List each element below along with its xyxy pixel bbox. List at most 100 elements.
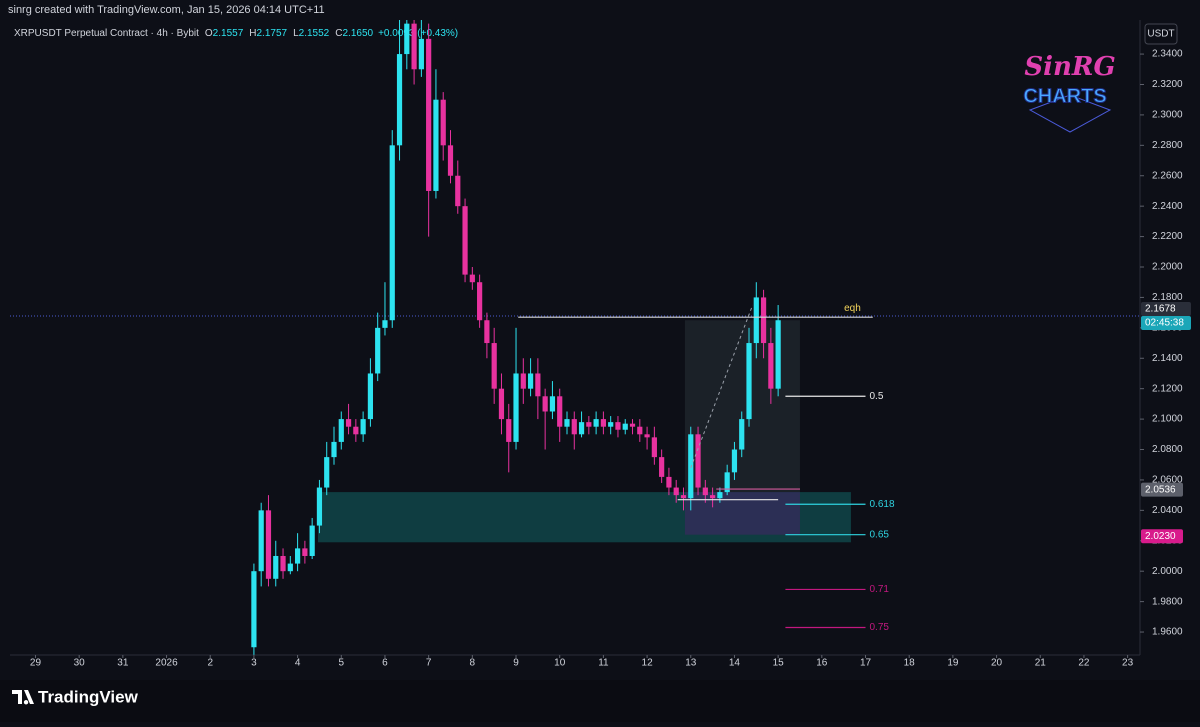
candle-body (739, 419, 745, 450)
x-tick-label: 13 (685, 658, 697, 669)
x-tick-label: 30 (74, 658, 86, 669)
candle-body (302, 548, 308, 556)
candle-body (644, 434, 650, 438)
x-tick-label: 15 (773, 658, 785, 669)
footer-logo: TradingView (12, 687, 139, 706)
logo-icon (12, 690, 34, 705)
candle-body (345, 419, 352, 427)
candle-body (469, 274, 475, 283)
level-label: 0.65 (870, 529, 890, 540)
candle-body (695, 434, 701, 488)
credit: sinrg created with TradingView.com, Jan … (8, 4, 325, 16)
x-tick-label: 9 (513, 658, 519, 669)
x-tick-label: 21 (1035, 658, 1047, 669)
candle-body (710, 495, 716, 499)
candle-body (498, 388, 505, 420)
x-tick-label: 8 (470, 658, 476, 669)
candle-body (702, 487, 708, 496)
candle-body (520, 373, 526, 389)
candle-body (724, 472, 730, 493)
y-tick-label: 1.9600 (1152, 627, 1183, 638)
ohlc-key: L (293, 28, 299, 39)
ohlc-key: C (335, 28, 342, 39)
candle-body (615, 422, 621, 430)
candle-body (389, 145, 395, 321)
candle-body (360, 419, 366, 435)
x-tick-label: 14 (729, 658, 741, 669)
candle-body (396, 54, 403, 146)
current-price-label: 2.1678 (1145, 304, 1176, 315)
candle-body (280, 555, 286, 572)
symbol-legend: XRPUSDT Perpetual Contract · 4h · Bybit O… (14, 28, 458, 39)
candle-body (760, 297, 767, 344)
y-tick-label: 2.0800 (1152, 444, 1183, 455)
candle-body (426, 38, 432, 191)
candle-body (324, 457, 330, 488)
candle-body (367, 373, 374, 420)
ohlc-value: 2.1557 (213, 28, 244, 39)
price-label-box (1141, 482, 1183, 497)
candle-body (382, 320, 388, 328)
candle-body (447, 145, 454, 176)
candle-body (309, 525, 315, 556)
candle-body (586, 422, 592, 427)
candle-body (484, 320, 490, 344)
countdown-label: 02:45:38 (1145, 318, 1184, 329)
x-tick-label: 12 (642, 658, 654, 669)
candle-body (593, 419, 599, 427)
candle-body (673, 487, 679, 496)
candle-body (629, 423, 636, 427)
x-tick-label: 29 (30, 658, 42, 669)
x-tick-label: 5 (339, 658, 345, 669)
x-tick-label: 10 (554, 658, 566, 669)
candle-body (600, 419, 606, 427)
ohlc-value: 2.1552 (299, 28, 330, 39)
candle-body (535, 373, 541, 397)
candle-body (462, 206, 468, 275)
countdown-box (1141, 315, 1191, 330)
candle-body (353, 426, 359, 435)
x-tick-label: 4 (295, 658, 301, 669)
candle-body (455, 175, 461, 207)
y-tick-label: 2.2000 (1152, 262, 1183, 273)
x-tick-label: 23 (1122, 658, 1134, 669)
candle-body (251, 571, 257, 648)
candle-body (557, 396, 563, 427)
brand: TradingView (38, 687, 139, 706)
candle-body (477, 282, 483, 321)
candle-body (564, 419, 570, 427)
candle-body (768, 343, 774, 389)
candle-body (571, 419, 577, 435)
x-tick-label: 18 (904, 658, 916, 669)
ohlc-key: H (249, 28, 256, 39)
candle-body (622, 423, 628, 430)
candle-body (527, 373, 534, 389)
x-tick-label: 3 (251, 658, 257, 669)
candle-body (666, 476, 672, 488)
level-label: 0.75 (870, 622, 890, 633)
price-label-box (1141, 529, 1183, 544)
currency-label: USDT (1147, 29, 1174, 40)
level-label: 0.71 (870, 584, 890, 595)
candle-body (338, 419, 344, 442)
candle-body (258, 510, 264, 572)
candle-body (294, 548, 301, 564)
candle-body (418, 38, 424, 70)
candle-body (273, 555, 279, 579)
legend: XRPUSDT Perpetual Contract · 4h · Bybit O… (14, 28, 458, 39)
watermark-title: SinRG (1024, 52, 1115, 82)
candle-body (513, 373, 519, 442)
trend-line (690, 304, 754, 468)
candle-body (688, 434, 694, 499)
candle-body (731, 449, 738, 473)
candle-body (717, 492, 723, 499)
y-tick-label: 2.0600 (1152, 475, 1183, 486)
footer-bar (0, 680, 1200, 722)
candle-body (578, 422, 585, 435)
x-tick-label: 2 (207, 658, 213, 669)
ohlc-value: 2.1650 (342, 28, 373, 39)
level-label: eqh (844, 303, 861, 314)
y-tick-label: 2.2200 (1152, 231, 1183, 242)
candle-body (608, 422, 614, 427)
